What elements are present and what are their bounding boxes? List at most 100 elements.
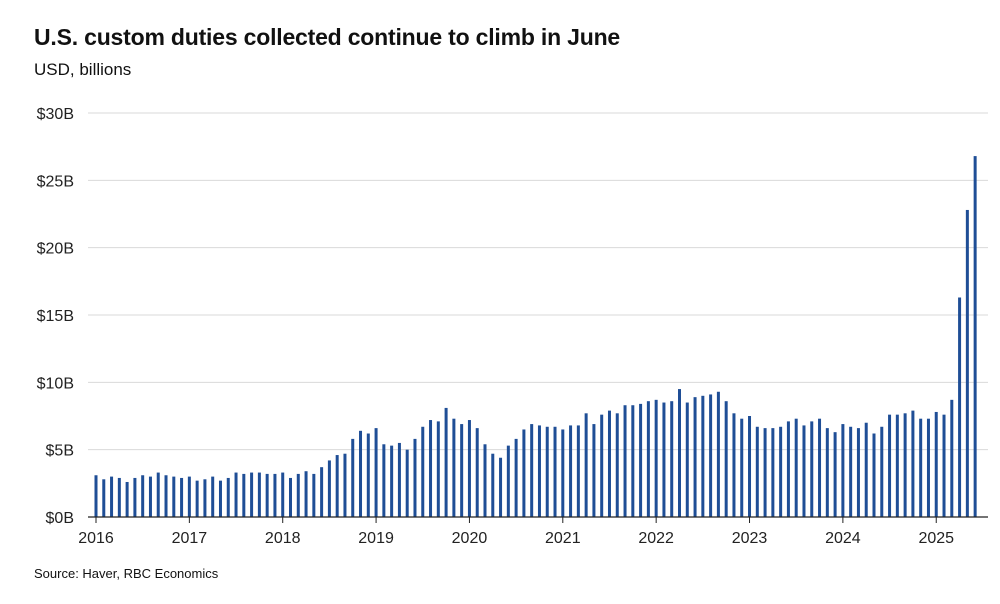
bar <box>763 428 767 517</box>
bar <box>141 475 145 517</box>
bar <box>506 445 510 517</box>
bar <box>724 401 728 517</box>
bar <box>888 414 892 517</box>
chart-title: U.S. custom duties collected continue to… <box>34 24 621 50</box>
bar <box>818 418 822 517</box>
bar <box>701 395 705 517</box>
bar <box>148 476 152 517</box>
bar <box>895 414 899 517</box>
gridlines <box>88 112 988 451</box>
y-tick-label: $15B <box>37 308 74 325</box>
bar <box>841 424 845 517</box>
bar <box>475 428 479 517</box>
y-tick-label: $30B <box>37 106 74 123</box>
bar <box>654 399 658 517</box>
bar <box>257 472 261 517</box>
bar <box>662 402 666 517</box>
bar-series <box>94 156 977 518</box>
bar <box>374 428 378 517</box>
x-tick-label: 2019 <box>358 530 394 547</box>
bar <box>382 444 386 517</box>
bar <box>926 418 930 517</box>
bar <box>125 481 129 517</box>
bar <box>234 472 238 517</box>
bar <box>94 475 98 517</box>
bar <box>880 426 884 517</box>
bar <box>444 407 448 517</box>
bar <box>569 425 573 517</box>
x-tick-label: 2018 <box>265 530 301 547</box>
x-tick-label: 2024 <box>825 530 861 547</box>
x-tick-label: 2022 <box>638 530 674 547</box>
bar <box>296 473 300 517</box>
bar <box>810 421 814 517</box>
bar <box>281 472 285 517</box>
bar <box>187 476 191 517</box>
x-tick-label: 2021 <box>545 530 581 547</box>
bar <box>678 389 681 517</box>
bar <box>670 401 674 517</box>
bar <box>467 420 471 517</box>
bar <box>226 477 230 517</box>
bar <box>950 399 954 517</box>
bar <box>903 413 907 517</box>
bar <box>919 418 923 517</box>
bar <box>545 426 549 517</box>
bar <box>436 421 440 517</box>
x-tick-label: 2016 <box>78 530 114 547</box>
bar <box>180 477 184 517</box>
bar <box>250 472 254 517</box>
bar <box>452 418 456 517</box>
bar <box>421 426 425 517</box>
y-tick-label: $5B <box>46 443 74 460</box>
bar <box>343 453 347 517</box>
bar <box>320 467 324 517</box>
bar <box>600 414 604 517</box>
bar <box>366 433 370 517</box>
bar <box>872 433 876 517</box>
bar <box>592 424 596 517</box>
bar <box>156 472 160 517</box>
bar <box>390 445 394 517</box>
bar <box>327 460 331 517</box>
bar <box>685 402 689 517</box>
bar <box>748 416 752 517</box>
bar <box>429 420 433 517</box>
bar <box>740 418 744 517</box>
bar <box>405 449 409 517</box>
bar <box>771 428 775 517</box>
bar <box>965 209 969 517</box>
chart-subtitle: USD, billions <box>34 60 132 79</box>
bar <box>864 422 868 517</box>
bar <box>646 401 650 517</box>
bar <box>522 429 526 517</box>
bar <box>755 426 759 517</box>
bar <box>537 425 541 517</box>
bar <box>934 411 938 517</box>
bar <box>359 430 363 517</box>
bar <box>335 455 339 517</box>
bar <box>942 414 946 517</box>
y-tick-label: $20B <box>37 241 74 258</box>
bar <box>561 429 565 517</box>
x-tick-label: 2017 <box>172 530 208 547</box>
bar <box>499 457 503 517</box>
bar <box>460 424 464 517</box>
y-tick-label: $10B <box>37 375 74 392</box>
x-tick-label: 2020 <box>452 530 488 547</box>
bar <box>117 477 121 517</box>
bar <box>530 424 534 517</box>
bar <box>584 413 588 517</box>
y-tick-label: $0B <box>46 510 74 527</box>
bar <box>304 471 308 517</box>
bar <box>514 438 518 517</box>
x-tick-label: 2023 <box>732 530 768 547</box>
bar <box>825 428 829 517</box>
bar <box>312 473 316 517</box>
source-note: Source: Haver, RBC Economics <box>34 566 219 581</box>
bar <box>203 479 207 517</box>
bar <box>351 438 355 517</box>
bar <box>413 438 417 517</box>
bar <box>716 391 720 517</box>
